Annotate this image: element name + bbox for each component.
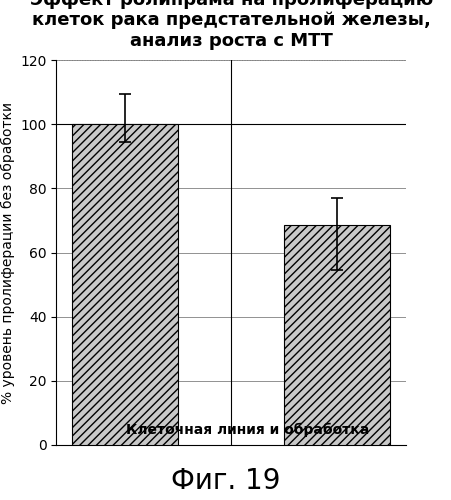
Text: Фиг. 19: Фиг. 19	[171, 467, 280, 495]
Bar	[284, 225, 390, 445]
Bar	[72, 124, 178, 445]
Title: Эффект ролипрама на пролиферацию
клеток рака предстательной железы,
анализ роста: Эффект ролипрама на пролиферацию клеток …	[29, 0, 433, 50]
Y-axis label: % уровень пролиферации без обработки: % уровень пролиферации без обработки	[0, 102, 15, 404]
Text: Клеточная линия и обработка: Клеточная линия и обработка	[126, 422, 370, 437]
